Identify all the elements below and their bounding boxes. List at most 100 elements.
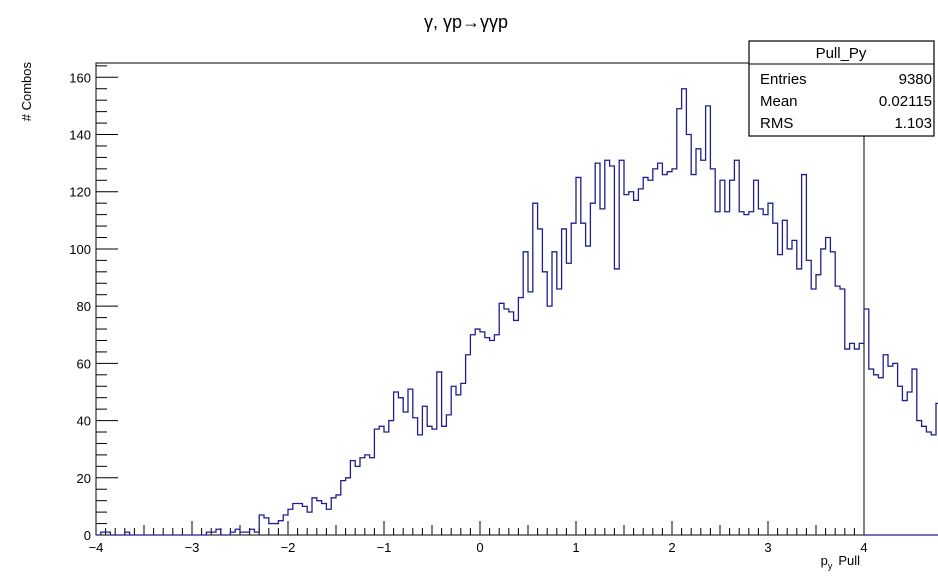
histogram-bin	[571, 223, 576, 535]
histogram-bin	[778, 255, 783, 535]
histogram-bin	[494, 335, 499, 535]
y-tick-label: 80	[77, 299, 91, 314]
histogram-bin	[346, 478, 351, 535]
histogram-bin	[389, 421, 394, 535]
histogram-bin	[821, 249, 826, 535]
x-axis-label-sub: y	[828, 561, 833, 571]
x-axis-label-var: p	[821, 553, 828, 568]
histogram-bin	[581, 223, 586, 535]
histogram-bin	[446, 415, 451, 535]
histogram-bin	[274, 524, 279, 535]
histogram-bin	[696, 149, 701, 535]
histogram-bin	[595, 163, 600, 535]
histogram-bin	[475, 329, 480, 535]
histogram-bin	[317, 501, 322, 535]
histogram-bin	[874, 375, 879, 535]
histogram-bin	[307, 512, 312, 535]
histogram-bin	[840, 289, 845, 535]
histogram-bin	[514, 320, 519, 535]
histogram-bin	[917, 421, 922, 535]
histogram-bin	[322, 504, 327, 535]
histogram-bin	[336, 495, 341, 535]
histogram-bin	[547, 306, 552, 535]
histogram-bin	[629, 192, 634, 535]
histogram-bin	[490, 340, 495, 535]
histogram-bin	[730, 180, 735, 535]
histogram-bin	[528, 292, 533, 535]
x-tick-label: −4	[89, 540, 104, 555]
histogram-bin	[211, 532, 216, 535]
histogram-bin	[552, 252, 557, 535]
histogram-bin	[835, 286, 840, 535]
histogram-bin	[715, 212, 720, 535]
x-tick-label: −2	[281, 540, 296, 555]
stats-box: Pull_Py Entries 9380 Mean 0.02115 RMS 1.…	[748, 40, 935, 137]
histogram-bin	[734, 160, 739, 535]
histogram-bin	[658, 163, 663, 535]
histogram-bin	[869, 369, 874, 535]
histogram-bin	[710, 169, 715, 535]
y-tick-label: 140	[69, 128, 91, 143]
histogram-bin	[566, 263, 571, 535]
histogram-bin	[725, 212, 730, 535]
y-tick-label: 60	[77, 356, 91, 371]
stats-mean-value: 0.02115	[879, 93, 932, 110]
histogram-bin	[264, 518, 269, 535]
histogram-bin	[403, 412, 408, 535]
histogram-bin	[230, 532, 235, 535]
y-tick-label: 20	[77, 471, 91, 486]
histogram-bin	[461, 383, 466, 535]
histogram-bin	[538, 229, 543, 535]
histogram-bin	[662, 175, 667, 535]
histogram-bin	[504, 309, 509, 535]
histogram-bin	[398, 398, 403, 535]
histogram-bin	[422, 406, 427, 535]
histogram-bin	[864, 309, 869, 535]
histogram-bin	[672, 169, 677, 535]
histogram-bin	[854, 349, 859, 535]
histogram-bin	[125, 532, 130, 535]
histogram-bin	[749, 212, 754, 535]
x-tick-label: −3	[185, 540, 200, 555]
histogram-bin	[883, 355, 888, 535]
histogram-bin	[744, 215, 749, 535]
histogram-bin	[797, 269, 802, 535]
histogram-bin	[792, 240, 797, 535]
histogram-bin	[576, 177, 581, 535]
histogram-bin	[763, 215, 768, 535]
histogram-bin	[754, 180, 759, 535]
stats-title: Pull_Py	[816, 45, 867, 62]
histogram-bin	[830, 252, 835, 535]
chart-title: γ, γp→γγp	[424, 12, 508, 32]
histogram-bin	[298, 504, 303, 535]
y-tick-label: 40	[77, 414, 91, 429]
histogram-bin	[902, 401, 907, 535]
histogram-bin	[912, 369, 917, 535]
histogram-bin	[720, 180, 725, 535]
histogram-bin	[259, 515, 264, 535]
histogram-bin	[374, 429, 379, 535]
histogram-bin	[878, 378, 883, 535]
histogram-bin	[485, 338, 490, 535]
histogram-bin	[850, 343, 855, 535]
histogram-bin	[806, 260, 811, 535]
histogram-bin	[269, 524, 274, 535]
histogram-bin	[758, 209, 763, 535]
histogram-bin	[634, 200, 639, 535]
histogram-bin	[557, 289, 562, 535]
histogram-bin	[706, 106, 711, 535]
histogram-bin	[312, 498, 317, 535]
histogram-bin	[302, 506, 307, 535]
y-tick-label: 0	[84, 528, 91, 543]
histogram-bin	[432, 429, 437, 535]
histogram-bin	[370, 458, 375, 535]
histogram-bin	[931, 435, 936, 535]
histogram-bin	[206, 532, 211, 535]
histogram-bin	[605, 160, 610, 535]
histogram-bin	[816, 275, 821, 535]
histogram-bin	[283, 515, 288, 535]
histogram-bin	[643, 177, 648, 535]
histogram-bin	[653, 169, 658, 535]
histogram-bin	[254, 532, 259, 535]
